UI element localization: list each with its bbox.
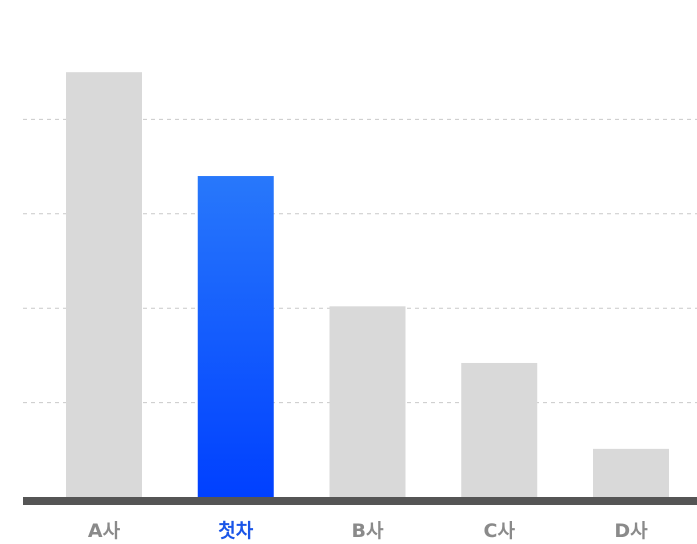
x-tick-label: B사 — [352, 520, 384, 542]
x-tick-label: D사 — [614, 520, 648, 542]
bar — [461, 362, 538, 497]
x-tick-label: C사 — [484, 520, 516, 542]
x-tick-label: 첫차 — [218, 520, 253, 542]
bars — [66, 72, 669, 498]
x-tick-label: A사 — [88, 520, 121, 542]
x-axis-baseline — [23, 497, 697, 505]
bar — [66, 72, 142, 497]
bar-highlight — [197, 176, 274, 498]
x-tick-labels: A사 첫차 B사 C사 D사 — [88, 520, 648, 542]
bar — [593, 448, 669, 497]
bar — [329, 306, 406, 497]
